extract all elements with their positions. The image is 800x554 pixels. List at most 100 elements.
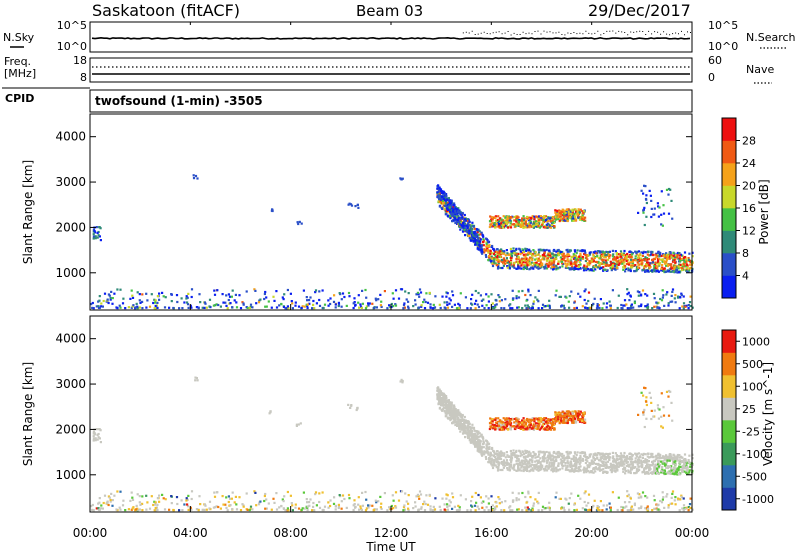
scatter-cell bbox=[658, 251, 661, 254]
scatter-cell bbox=[431, 509, 434, 512]
scatter-cell bbox=[620, 461, 623, 464]
scatter-cell bbox=[94, 235, 97, 238]
scatter-cell bbox=[605, 253, 608, 256]
scatter-cell bbox=[242, 302, 245, 305]
scatter-cell bbox=[469, 509, 472, 512]
scatter-cell bbox=[570, 290, 573, 293]
scatter-cell bbox=[552, 254, 555, 258]
scatter-cell bbox=[629, 269, 632, 273]
scatter-cell bbox=[611, 457, 615, 460]
scatter-cell bbox=[658, 253, 661, 256]
scatter-cell bbox=[581, 507, 584, 510]
scatter-cell bbox=[615, 264, 618, 268]
scatter-cell bbox=[545, 450, 548, 454]
scatter-cell bbox=[482, 235, 485, 238]
scatter-cell bbox=[628, 261, 631, 264]
scatter-cell bbox=[101, 507, 104, 510]
scatter-cell bbox=[511, 467, 514, 470]
scatter-cell bbox=[483, 307, 486, 310]
scatter-cell bbox=[524, 293, 527, 297]
scatter-cell bbox=[154, 501, 157, 504]
scatter-cell bbox=[438, 186, 441, 189]
scatter-cell bbox=[548, 261, 551, 264]
scatter-cell bbox=[629, 256, 632, 259]
scatter-cell bbox=[636, 261, 639, 264]
scatter-cell bbox=[584, 490, 587, 493]
scatter-cell bbox=[644, 460, 647, 464]
scatter-cell bbox=[592, 471, 595, 474]
scatter-cell bbox=[153, 509, 156, 512]
scatter-cell bbox=[630, 508, 633, 511]
scatter-cell bbox=[520, 465, 524, 468]
scatter-cell bbox=[685, 268, 688, 271]
scatter-cell bbox=[226, 509, 229, 512]
scatter-cell bbox=[669, 188, 672, 191]
scatter-cell bbox=[473, 504, 477, 507]
scatter-cell bbox=[545, 267, 549, 270]
scatter-cell bbox=[548, 299, 551, 302]
scatter-cell bbox=[528, 458, 532, 461]
scatter-cell bbox=[98, 226, 101, 229]
scatter-cell bbox=[657, 472, 660, 475]
scatter-cell bbox=[510, 259, 513, 262]
scatter-cell bbox=[198, 293, 201, 296]
scatter-cell bbox=[543, 217, 546, 220]
scatter-cell bbox=[534, 220, 538, 223]
scatter-cell bbox=[515, 499, 518, 502]
scatter-cell bbox=[483, 453, 486, 456]
scatter-cell bbox=[646, 261, 649, 264]
scatter-cell bbox=[525, 299, 528, 302]
scatter-cell bbox=[195, 377, 198, 380]
scatter-cell bbox=[303, 305, 306, 308]
scatter-cell bbox=[662, 268, 665, 271]
scatter-cell bbox=[531, 455, 534, 458]
scatter-cell bbox=[219, 507, 222, 510]
scatter-cell bbox=[448, 212, 451, 215]
scatter-cell bbox=[440, 191, 444, 194]
scatter-cell bbox=[383, 290, 386, 293]
scatter-cell bbox=[583, 298, 586, 302]
scatter-cell bbox=[234, 293, 237, 296]
scatter-cell bbox=[478, 244, 481, 247]
scatter-cell bbox=[658, 453, 661, 456]
scatter-cell bbox=[596, 305, 599, 308]
scatter-cell bbox=[644, 466, 647, 470]
scatter-cell bbox=[300, 222, 303, 225]
scatter-cell bbox=[353, 297, 356, 300]
scatter-cell bbox=[454, 221, 457, 225]
scatter-cell bbox=[606, 460, 609, 463]
scatter-cell bbox=[597, 459, 601, 462]
scatter-cell bbox=[155, 509, 158, 512]
scatter-cell bbox=[593, 499, 596, 502]
scatter-cell bbox=[215, 303, 218, 306]
scatter-cell bbox=[609, 468, 612, 472]
scatter-cell bbox=[480, 299, 483, 302]
scatter-cell bbox=[628, 463, 631, 466]
scatter-cell bbox=[658, 206, 661, 209]
scatter-cell bbox=[533, 218, 536, 221]
scatter-cell bbox=[474, 491, 477, 495]
scatter-cell bbox=[521, 307, 524, 310]
scatter-cell bbox=[541, 509, 544, 512]
scatter-cell bbox=[536, 220, 539, 223]
scatter-cell bbox=[658, 464, 661, 467]
scatter-cell bbox=[575, 251, 578, 255]
scatter-cell bbox=[311, 509, 314, 512]
scatter-cell bbox=[297, 305, 301, 308]
scatter-cell bbox=[478, 245, 481, 248]
scatter-cell bbox=[638, 291, 641, 294]
scatter-cell bbox=[233, 501, 236, 504]
scatter-cell bbox=[545, 248, 548, 252]
scatter-cell bbox=[486, 250, 490, 253]
scatter-cell bbox=[633, 264, 636, 267]
scatter-cell bbox=[440, 190, 444, 193]
scatter-cell bbox=[604, 463, 607, 466]
scatter-cell bbox=[687, 460, 690, 463]
scatter-cell bbox=[508, 265, 511, 268]
scatter-cell bbox=[662, 258, 665, 261]
scatter-cell bbox=[543, 267, 546, 270]
scatter-cell bbox=[436, 194, 440, 197]
scatter-cell bbox=[645, 194, 648, 197]
scatter-cell bbox=[657, 270, 660, 273]
scatter-cell bbox=[676, 456, 679, 459]
